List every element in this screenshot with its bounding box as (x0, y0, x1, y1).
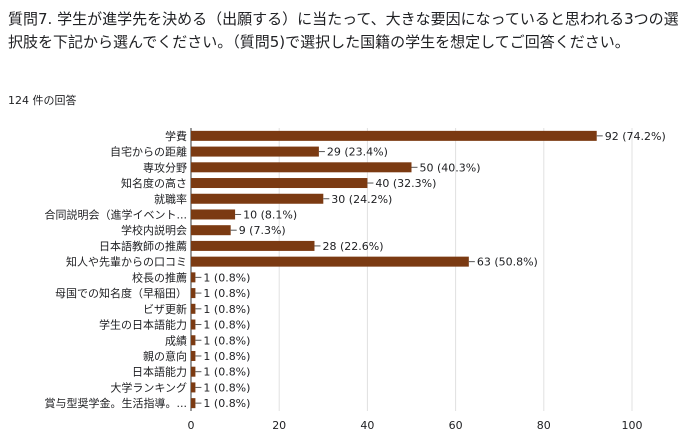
value-label: 29 (23.4%) (327, 146, 388, 159)
category-label: 成績 (165, 333, 187, 347)
bar (191, 209, 236, 220)
x-tick-label: 0 (188, 419, 195, 432)
category-label: 就職率 (154, 192, 187, 206)
bar (191, 398, 196, 409)
category-label: 専攻分野 (143, 160, 187, 174)
bar (191, 162, 412, 173)
grid-lines (190, 128, 633, 411)
value-labels: 92 (74.2%) 29 (23.4%) 50 (40.3%) 40 (32.3%)… (195, 130, 666, 410)
category-label: ビザ更新 (143, 302, 187, 316)
question-title: 質問7. 学生が進学先を決める（出願する）に当たって、大きな要因になっていると思… (8, 10, 679, 51)
value-label: 40 (32.3%) (375, 177, 436, 190)
bar (191, 350, 196, 361)
bars (191, 130, 597, 409)
category-label: 学生の日本語能力 (99, 318, 187, 332)
bar (191, 272, 196, 283)
value-label: 1 (0.8%) (203, 303, 250, 316)
x-axis-ticks: 0 20 40 60 80 100 (188, 419, 643, 432)
value-label: 63 (50.8%) (477, 256, 538, 269)
category-label: 学費 (165, 129, 187, 143)
category-label: 校長の推薦 (132, 270, 187, 284)
bar (191, 382, 196, 393)
value-label: 1 (0.8%) (203, 397, 250, 410)
x-tick-label: 80 (537, 419, 551, 432)
category-label: 賞与型奨学金。生活指導。... (45, 396, 188, 410)
bar (191, 178, 368, 189)
category-label: 日本語教師の推薦 (99, 239, 187, 253)
value-label: 1 (0.8%) (203, 287, 250, 300)
bar (191, 288, 196, 299)
x-tick-label: 60 (449, 419, 463, 432)
value-label: 1 (0.8%) (203, 381, 250, 394)
value-label: 9 (7.3%) (239, 224, 286, 237)
value-label: 30 (24.2%) (331, 193, 392, 206)
bar (191, 193, 324, 204)
category-label: 母国での知名度（早稲田） (55, 286, 187, 300)
bar (191, 335, 196, 346)
bar (191, 130, 597, 141)
value-label: 10 (8.1%) (243, 208, 297, 221)
category-label: 日本語能力 (132, 365, 187, 379)
category-label: 知人や先輩からの口コミ (66, 255, 187, 269)
category-label: 親の意向 (143, 349, 187, 363)
bar (191, 240, 315, 251)
category-label: 自宅からの距離 (110, 145, 187, 159)
value-label: 1 (0.8%) (203, 319, 250, 332)
category-label: 知名度の高さ (121, 176, 187, 190)
bar (191, 303, 196, 314)
category-label: 合同説明会（進学イベント... (45, 207, 188, 221)
value-label: 1 (0.8%) (203, 271, 250, 284)
value-label: 1 (0.8%) (203, 350, 250, 363)
value-label: 1 (0.8%) (203, 334, 250, 347)
response-count: 124 件の回答 (8, 94, 77, 107)
bar (191, 366, 196, 377)
category-label: 学校内説明会 (121, 223, 187, 237)
value-label: 28 (22.6%) (322, 240, 383, 253)
bar (191, 225, 231, 236)
category-label: 大学ランキング (110, 380, 187, 394)
bar (191, 146, 319, 157)
bar (191, 256, 469, 267)
x-tick-label: 20 (272, 419, 286, 432)
value-label: 50 (40.3%) (420, 161, 481, 174)
value-label: 92 (74.2%) (605, 130, 666, 143)
x-tick-label: 40 (360, 419, 374, 432)
value-label: 1 (0.8%) (203, 366, 250, 379)
x-tick-label: 100 (622, 419, 643, 432)
bar (191, 319, 196, 330)
